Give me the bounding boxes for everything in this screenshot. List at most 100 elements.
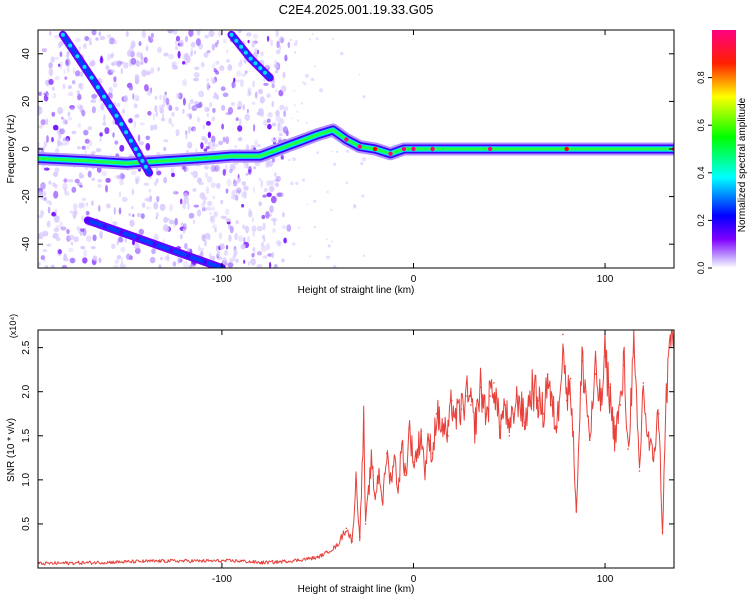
trace-hotspot <box>373 146 378 152</box>
noise-speckle <box>116 60 122 67</box>
noise-speckle <box>76 90 81 95</box>
noise-speckle <box>112 118 116 125</box>
snr-data-point <box>382 501 384 503</box>
noise-speckle <box>165 97 170 105</box>
noise-speckle <box>186 113 190 117</box>
noise-speckle <box>219 65 225 72</box>
snr-ytick-label: 0.5 <box>21 517 32 531</box>
noise-speckle <box>67 178 74 183</box>
noise-speckle <box>238 61 243 68</box>
noise-speckle <box>263 237 266 243</box>
noise-speckle <box>211 116 215 122</box>
noise-speckle <box>138 41 142 47</box>
noise-speckle <box>231 81 237 89</box>
noise-speckle <box>121 196 128 203</box>
snr-data-point <box>562 333 564 336</box>
noise-speckle <box>272 157 275 163</box>
noise-speckle <box>178 92 183 100</box>
noise-speckle <box>186 248 193 253</box>
noise-speckle <box>245 172 249 176</box>
noise-speckle <box>235 79 241 83</box>
noise-speckle <box>51 86 55 91</box>
noise-speckle <box>311 33 314 35</box>
noise-speckle <box>40 182 46 190</box>
noise-speckle <box>204 165 209 170</box>
noise-speckle <box>229 168 233 174</box>
noise-speckle <box>85 202 88 207</box>
noise-speckle <box>179 198 183 205</box>
diagonal-blob <box>239 44 244 49</box>
diagonal-blob <box>95 85 100 90</box>
noise-speckle <box>136 95 140 102</box>
noise-speckle <box>159 203 166 211</box>
noise-speckle <box>254 91 258 99</box>
noise-speckle <box>203 148 208 152</box>
noise-speckle <box>211 135 216 143</box>
noise-speckle <box>257 251 262 256</box>
snr-data-point <box>623 364 625 367</box>
noise-speckle <box>182 97 186 106</box>
noise-speckle <box>221 123 225 130</box>
noise-speckle <box>99 132 103 137</box>
diagonal-blob <box>102 94 107 99</box>
snr-series-line <box>38 330 674 566</box>
noise-speckle <box>59 128 65 135</box>
snr-data-point <box>359 536 361 538</box>
noise-speckle <box>137 134 141 142</box>
noise-speckle <box>221 104 226 111</box>
noise-speckle <box>68 234 75 240</box>
noise-speckle <box>283 237 287 244</box>
noise-speckle <box>48 68 54 77</box>
noise-speckle <box>134 74 140 81</box>
noise-speckle <box>256 264 263 268</box>
noise-speckle <box>205 146 210 150</box>
noise-speckle <box>190 41 196 48</box>
noise-speckle <box>46 135 49 143</box>
noise-speckle <box>230 101 235 107</box>
noise-speckle <box>163 216 169 223</box>
diagonal-blob <box>258 66 263 71</box>
diagonal-blob <box>229 32 234 37</box>
trace-hotspot <box>487 146 493 152</box>
noise-speckle <box>235 187 242 194</box>
noise-speckle <box>292 242 296 246</box>
noise-speckle <box>222 136 226 143</box>
noise-speckle <box>209 211 212 216</box>
noise-speckle <box>225 245 229 250</box>
noise-speckle <box>236 70 242 77</box>
noise-speckle <box>54 209 58 214</box>
noise-speckle <box>313 199 317 203</box>
snr-data-point <box>661 531 664 534</box>
diagonal-blob <box>186 254 191 259</box>
noise-speckle <box>85 210 90 216</box>
noise-speckle <box>211 224 218 229</box>
colorbar: 0.0 0.2 0.4 0.6 0.8 Normalized spectral ampl… <box>696 30 748 274</box>
snr-data-point <box>504 404 507 406</box>
diagonal-blob <box>263 70 267 75</box>
noise-speckle <box>170 167 175 174</box>
noise-speckle <box>193 50 196 55</box>
noise-speckle <box>59 51 63 57</box>
noise-speckle <box>123 62 129 69</box>
noise-speckle <box>251 40 255 48</box>
snr-data-point <box>493 382 495 384</box>
snr-data-point <box>531 386 533 389</box>
noise-speckle <box>168 219 175 225</box>
noise-speckle <box>79 174 85 179</box>
noise-speckle <box>252 80 255 88</box>
noise-speckle <box>185 132 188 140</box>
trace-hotspot <box>564 146 569 152</box>
noise-speckle <box>204 106 208 113</box>
noise-speckle <box>75 37 81 43</box>
noise-speckle <box>238 136 243 142</box>
snr-data-point <box>364 523 367 525</box>
noise-speckle <box>239 79 244 87</box>
noise-speckle <box>140 56 146 62</box>
noise-speckle <box>260 51 264 57</box>
noise-speckle <box>271 122 277 127</box>
noise-speckle <box>91 30 97 36</box>
noise-speckle <box>269 39 274 47</box>
noise-speckle <box>164 226 170 232</box>
noise-speckle <box>200 61 205 68</box>
diagonal-blob <box>248 56 253 61</box>
